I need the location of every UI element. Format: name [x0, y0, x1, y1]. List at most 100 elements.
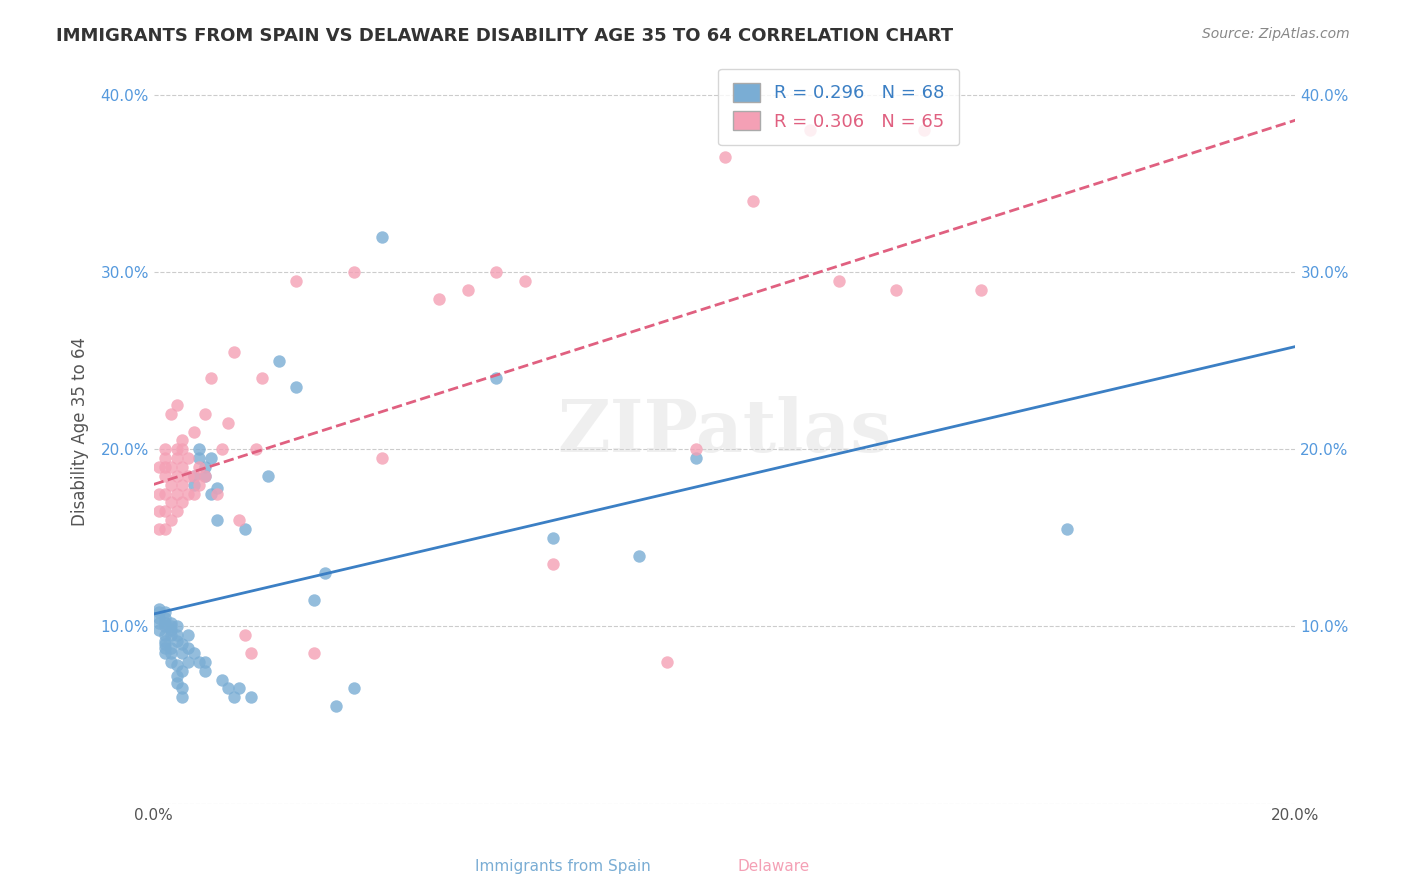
Point	[912, 123, 935, 137]
Point	[153, 610, 176, 624]
Point	[160, 619, 183, 633]
Point	[183, 469, 205, 483]
Point	[200, 486, 222, 500]
Point	[325, 699, 347, 714]
Point	[177, 486, 200, 500]
Point	[160, 655, 183, 669]
Point	[153, 460, 176, 475]
Text: Delaware: Delaware	[737, 859, 810, 874]
Point	[188, 442, 211, 457]
Point	[970, 283, 993, 297]
Point	[205, 486, 228, 500]
Point	[342, 681, 364, 696]
Point	[371, 229, 394, 244]
Point	[160, 495, 183, 509]
Point	[685, 451, 707, 466]
Point	[153, 646, 176, 660]
Point	[222, 690, 245, 705]
Point	[172, 460, 194, 475]
Text: ZIPatlas: ZIPatlas	[558, 396, 891, 467]
Point	[194, 460, 217, 475]
Point	[427, 292, 450, 306]
Point	[160, 628, 183, 642]
Point	[302, 593, 325, 607]
Point	[153, 619, 176, 633]
Point	[543, 558, 565, 572]
Point	[269, 353, 291, 368]
Point	[153, 522, 176, 536]
Point	[166, 676, 188, 690]
Point	[160, 513, 183, 527]
Point	[685, 442, 707, 457]
Point	[160, 460, 183, 475]
Point	[314, 566, 336, 581]
Point	[245, 442, 267, 457]
Point	[799, 123, 821, 137]
Point	[713, 150, 735, 164]
Point	[239, 646, 262, 660]
Point	[172, 442, 194, 457]
Point	[148, 522, 170, 536]
Point	[194, 407, 217, 421]
Point	[153, 469, 176, 483]
Point	[205, 513, 228, 527]
Point	[627, 549, 650, 563]
Point	[153, 504, 176, 518]
Point	[194, 469, 217, 483]
Point	[200, 451, 222, 466]
Point	[188, 460, 211, 475]
Point	[1056, 522, 1078, 536]
Point	[153, 628, 176, 642]
Point	[183, 425, 205, 439]
Text: Source: ZipAtlas.com: Source: ZipAtlas.com	[1202, 27, 1350, 41]
Point	[177, 451, 200, 466]
Point	[257, 469, 280, 483]
Point	[160, 623, 183, 637]
Point	[153, 442, 176, 457]
Point	[172, 646, 194, 660]
Point	[200, 371, 222, 385]
Point	[228, 681, 250, 696]
Point	[160, 407, 183, 421]
Point	[188, 477, 211, 491]
Point	[148, 605, 170, 619]
Text: IMMIGRANTS FROM SPAIN VS DELAWARE DISABILITY AGE 35 TO 64 CORRELATION CHART: IMMIGRANTS FROM SPAIN VS DELAWARE DISABI…	[56, 27, 953, 45]
Point	[302, 646, 325, 660]
Point	[233, 628, 256, 642]
Point	[194, 469, 217, 483]
Point	[148, 623, 170, 637]
Point	[217, 416, 239, 430]
Point	[153, 640, 176, 655]
Point	[153, 486, 176, 500]
Point	[177, 628, 200, 642]
Point	[183, 477, 205, 491]
Point	[742, 194, 765, 209]
Point	[177, 640, 200, 655]
Text: Immigrants from Spain: Immigrants from Spain	[475, 859, 650, 874]
Point	[172, 690, 194, 705]
Point	[177, 469, 200, 483]
Point	[166, 486, 188, 500]
Point	[166, 619, 188, 633]
Point	[166, 633, 188, 648]
Point	[172, 681, 194, 696]
Point	[153, 637, 176, 651]
Point	[148, 460, 170, 475]
Point	[172, 434, 194, 448]
Point	[166, 442, 188, 457]
Point	[457, 283, 479, 297]
Point	[211, 673, 233, 687]
Point	[342, 265, 364, 279]
Point	[153, 633, 176, 648]
Point	[884, 283, 907, 297]
Legend: R = 0.296   N = 68, R = 0.306   N = 65: R = 0.296 N = 68, R = 0.306 N = 65	[718, 69, 959, 145]
Point	[194, 664, 217, 678]
Point	[285, 380, 308, 394]
Point	[160, 646, 183, 660]
Point	[228, 513, 250, 527]
Point	[172, 637, 194, 651]
Point	[166, 658, 188, 673]
Point	[153, 605, 176, 619]
Point	[153, 615, 176, 630]
Point	[153, 451, 176, 466]
